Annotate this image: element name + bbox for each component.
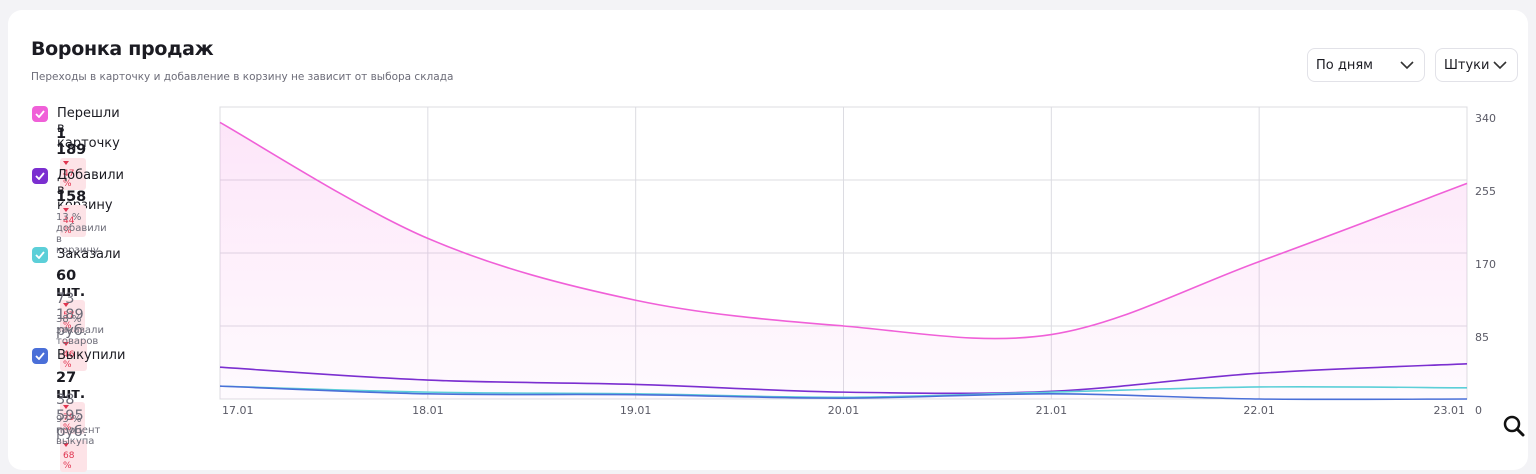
change-badge: 79 % [60,402,86,434]
value-text: 27 шт. [56,370,86,402]
metric-amount: 73 189 руб. 46 % [56,291,87,373]
period-label: По дням [1316,58,1373,73]
amount-text: 38 595 руб. [56,392,88,440]
checkbox[interactable] [32,348,48,364]
change-badge: 44 % [60,205,87,237]
search-icon[interactable] [1503,415,1525,437]
x-tick-label: 23.01 [1434,404,1466,417]
unit-dropdown[interactable]: Штуки [1435,48,1518,82]
line [219,362,1468,395]
line [219,121,1468,340]
check [35,352,45,360]
x-tick-label: 19.01 [620,404,652,417]
change-text: 57 % [63,311,75,331]
title[interactable]: Воронка продаж [31,38,214,60]
y-tick-label: 340 [1475,112,1496,125]
metric-note: 13 % добавили в корзину [56,212,107,256]
chevron[interactable]: › [202,40,209,59]
x-tick-label: 21.01 [1036,404,1068,417]
funnel-card: Воронка продаж › Переходы в карточку и д… [8,10,1528,472]
metric-value: 60 шт. 57 % [56,268,86,334]
checkbox[interactable] [32,247,48,263]
change-badge: 46 % [60,339,88,371]
change-text: 68 % [63,451,75,471]
chevron-down [1493,61,1507,70]
change-badge: 47 % [60,158,87,190]
line [219,385,1468,401]
unit-label: Штуки [1444,58,1490,73]
y-tick-label: 255 [1475,185,1496,198]
amount-text: 73 189 руб. [56,291,88,339]
checkbox[interactable] [32,106,48,122]
value-text: 158 [56,189,87,205]
x-tick-label: 20.01 [828,404,860,417]
chart: 0 85 170 255 340 17.01 18.01 19.01 20.01 21.01 22.… [219,106,1525,437]
metric-label: Перешли в карточку [57,106,120,151]
change-text: 47 % [63,169,75,189]
line [219,385,1468,399]
y-tick-label: 0 [1475,404,1482,417]
page: Воронка продаж › Переходы в карточку и д… [8,10,1528,472]
x-tick-label: 18.01 [412,404,444,417]
x-tick-label: 17.01 [222,404,254,417]
metric-label: Заказали [57,247,121,262]
change-text: 46 % [63,350,75,370]
metric-value: 1 189 47 % [56,126,86,192]
y-tick-label: 85 [1475,331,1489,344]
change-badge: 57 % [60,300,86,332]
metric-note: 38 % заказали товаров [56,314,104,347]
y-tick-label: 170 [1475,258,1496,271]
metric-value: 27 шт. 79 % [56,370,86,436]
chevron-down [1400,61,1414,70]
check [35,172,45,180]
change-text: 44 % [63,216,75,236]
change-text: 79 % [63,413,75,433]
value-text: 60 шт. [56,268,86,300]
metric-note: 93 % процент выкупа [56,414,101,447]
value-text: 1 189 [56,126,87,158]
metric-value: 158 44 % [56,189,87,239]
check [35,251,45,259]
area [220,122,1467,399]
check [35,110,45,118]
metric-label: Выкупили [57,348,126,363]
period-dropdown[interactable]: По дням [1307,48,1425,82]
x-tick-label: 22.01 [1243,404,1275,417]
subtitle: Переходы в карточку и добавление в корзи… [31,71,454,83]
checkbox[interactable] [32,168,48,184]
